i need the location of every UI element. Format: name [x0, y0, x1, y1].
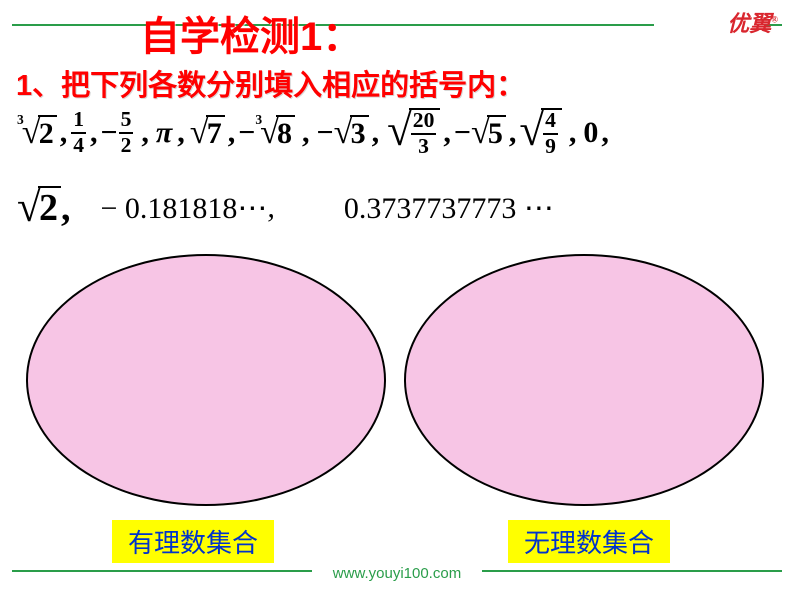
logo-reg: ®	[771, 15, 778, 25]
term-neg-sqrt-5: − √5	[454, 115, 506, 150]
irrational-set-label: 无理数集合	[508, 520, 670, 563]
comma: ,	[601, 116, 609, 150]
comma: ,	[90, 116, 98, 150]
frac-den: 9	[545, 135, 556, 158]
frac-den: 4	[73, 134, 84, 157]
term-nonrepeating: 0.3737737773 ⋯	[344, 191, 554, 226]
comma: ,	[60, 116, 68, 150]
frac-num: 5	[119, 109, 134, 134]
section-title: 自学检测1：	[140, 4, 362, 62]
term-neg-cbrt-8: − 3 √ 8	[238, 115, 295, 150]
rad-body: 5	[487, 115, 506, 150]
term-sqrt-7: √7	[190, 115, 225, 150]
frac-num: 20	[411, 110, 437, 135]
comma: ,	[569, 116, 577, 150]
comma: ,	[372, 116, 380, 150]
comma: ,	[302, 116, 310, 150]
logo-text: 优翼	[727, 11, 771, 36]
term-1-4: 14	[70, 109, 87, 156]
frac-den: 2	[121, 134, 132, 157]
rational-set-ellipse	[26, 254, 386, 506]
numbers-row-1: 3 √ 2 , 14 , − 52 , π , √7 , − 3 √ 8 , −…	[16, 108, 784, 157]
frac-num: 4	[543, 110, 558, 135]
rad-body: 2	[38, 115, 57, 150]
numbers-row-2: √2, − 0.181818⋯, 0.3737737773 ⋯	[16, 186, 784, 230]
footer-url: www.youyi100.com	[0, 565, 794, 582]
decimal-text: − 0.181818⋯	[100, 191, 267, 226]
term-neg-5-2: − 52	[100, 109, 134, 156]
term-sqrt-2: √2,	[17, 186, 70, 230]
irrational-set-ellipse	[404, 254, 764, 506]
term-sqrt-20-3: √ 203	[387, 108, 440, 157]
rad-body: 3	[350, 115, 369, 150]
comma: ,	[141, 116, 149, 150]
question-text: 1、把下列各数分别填入相应的括号内：	[16, 62, 525, 104]
comma: ,	[509, 116, 517, 150]
comma: ,	[177, 116, 185, 150]
rad-body: 8	[276, 115, 295, 150]
term-cbrt-2: 3 √ 2	[17, 115, 57, 150]
top-border-line	[12, 24, 782, 26]
term-zero: 0	[583, 116, 598, 150]
term-sqrt-4-9: √ 49	[519, 108, 562, 157]
rad-body: 7	[206, 115, 225, 150]
rad-index: 3	[17, 112, 24, 128]
frac-num: 1	[71, 109, 86, 134]
frac-den: 3	[418, 135, 429, 158]
term-neg-sqrt-3: − √3	[317, 115, 369, 150]
comma: ,	[267, 191, 275, 225]
logo: 优翼®	[727, 6, 778, 38]
rad-body: 2	[38, 186, 61, 230]
rational-set-label: 有理数集合	[112, 520, 274, 563]
term-repeating-018: − 0.181818⋯,	[100, 191, 274, 226]
term-pi: π	[156, 116, 172, 150]
comma: ,	[228, 116, 236, 150]
rad-index: 3	[255, 112, 262, 128]
comma: ,	[443, 116, 451, 150]
comma: ,	[61, 186, 71, 230]
